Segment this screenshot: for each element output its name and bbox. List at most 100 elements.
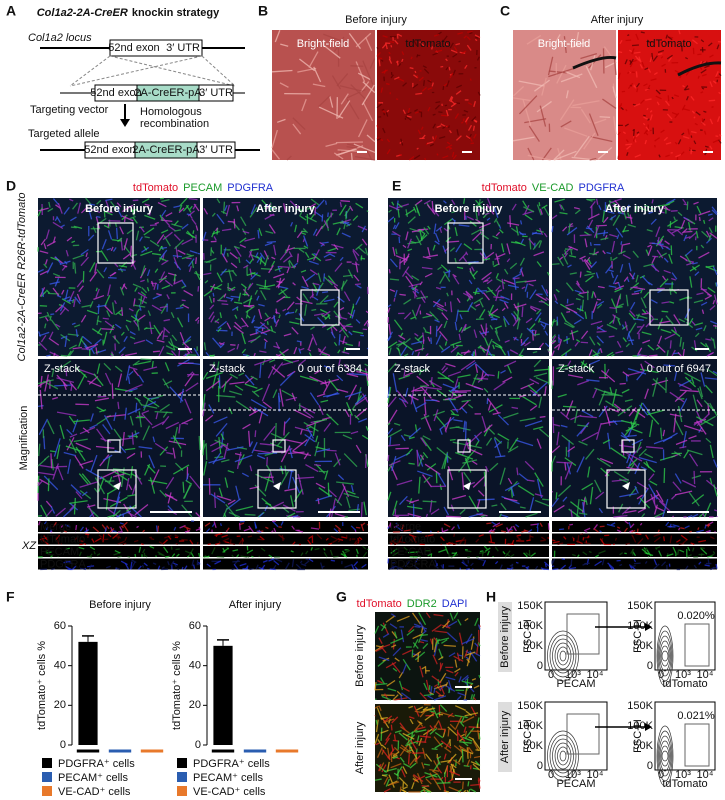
cell-signal <box>631 272 636 280</box>
cell-signal <box>419 641 425 644</box>
cell-signal <box>617 155 620 160</box>
cell-signal <box>492 235 499 240</box>
cell-signal <box>189 475 201 490</box>
cell-signal <box>395 515 400 518</box>
cell-signal <box>131 432 134 445</box>
cell-signal <box>362 551 368 558</box>
cell-signal <box>690 149 693 153</box>
cell-signal <box>641 331 652 336</box>
cell-signal <box>454 671 459 677</box>
cell-signal <box>320 562 324 569</box>
cell-signal <box>255 252 259 258</box>
cell-signal <box>211 444 226 453</box>
cell-signal <box>466 442 470 450</box>
cell-signal <box>62 506 75 518</box>
cell-signal <box>441 528 449 533</box>
cell-signal <box>395 522 399 526</box>
cell-signal <box>617 318 621 326</box>
homology-line <box>109 55 236 87</box>
cell-signal <box>610 447 627 459</box>
cell-signal <box>173 464 190 475</box>
cell-signal <box>381 774 387 777</box>
cell-signal <box>643 461 656 473</box>
cell-signal <box>509 553 515 558</box>
cell-signal <box>413 206 417 213</box>
cell-signal <box>272 362 284 375</box>
cell-signal <box>422 314 435 319</box>
cell-signal <box>524 214 533 221</box>
cell-signal <box>134 503 149 516</box>
cell-signal <box>235 485 241 501</box>
cell-signal <box>181 566 184 570</box>
cell-signal <box>243 304 253 308</box>
cell-signal <box>402 82 408 87</box>
cell-signal <box>422 435 431 441</box>
cell-signal <box>319 241 325 246</box>
cell-signal <box>554 34 561 43</box>
cell-signal <box>423 227 430 235</box>
cell-signal <box>219 312 222 319</box>
cell-signal <box>172 435 182 449</box>
cell-signal <box>398 77 405 82</box>
cell-signal <box>114 323 122 329</box>
cell-signal <box>282 358 294 364</box>
y-tick-label: 0 <box>60 739 66 751</box>
cell-signal <box>402 109 406 115</box>
cell-signal <box>536 438 542 449</box>
cell-signal <box>338 204 347 216</box>
cell-signal <box>551 340 557 345</box>
cell-signal <box>306 427 315 439</box>
cell-signal <box>485 465 489 473</box>
cell-signal <box>521 286 526 290</box>
cell-signal <box>392 224 396 230</box>
cell-signal <box>351 309 356 319</box>
cell-signal <box>602 98 617 109</box>
cell-signal <box>175 246 179 259</box>
cell-signal <box>163 318 171 322</box>
cell-signal <box>447 371 462 377</box>
cell-signal <box>693 201 699 205</box>
cell-signal <box>120 331 125 336</box>
cell-signal <box>515 226 519 236</box>
cell-signal <box>509 349 519 355</box>
cell-signal <box>355 202 364 209</box>
cell-signal <box>463 109 469 113</box>
cell-signal <box>286 301 295 311</box>
cell-signal <box>681 132 685 136</box>
cell-signal <box>617 281 622 290</box>
cell-signal <box>307 539 312 545</box>
cell-signal <box>264 341 267 349</box>
cell-signal <box>473 297 484 305</box>
cell-signal <box>142 401 157 408</box>
cell-signal <box>629 62 634 68</box>
cell-signal <box>417 334 424 341</box>
cell-signal <box>524 341 531 347</box>
cell-signal <box>336 227 341 236</box>
cell-signal <box>163 546 169 554</box>
cell-signal <box>519 267 523 274</box>
cell-signal <box>141 564 145 568</box>
roi-box <box>606 469 646 509</box>
cell-signal <box>365 310 369 314</box>
cell-signal <box>477 777 481 782</box>
micrograph <box>388 558 549 570</box>
cell-signal <box>504 497 518 502</box>
cell-signal <box>529 289 537 300</box>
cell-signal <box>128 366 138 371</box>
cell-signal <box>513 303 519 311</box>
flow-x-tick: 0 <box>548 769 554 781</box>
cell-signal <box>164 362 170 372</box>
cell-signal <box>170 546 173 550</box>
cell-signal <box>304 273 316 282</box>
cell-signal <box>256 530 262 533</box>
cell-signal <box>141 198 150 204</box>
cell-signal <box>536 229 544 233</box>
cell-signal <box>278 265 290 269</box>
cell-signal <box>462 256 468 263</box>
legend-label: PECAM⁺ cells <box>193 772 263 784</box>
cell-signal <box>647 409 666 416</box>
cell-signal <box>619 563 623 567</box>
cell-signal <box>440 264 450 273</box>
cell-signal <box>636 369 646 381</box>
cell-signal <box>556 431 560 446</box>
